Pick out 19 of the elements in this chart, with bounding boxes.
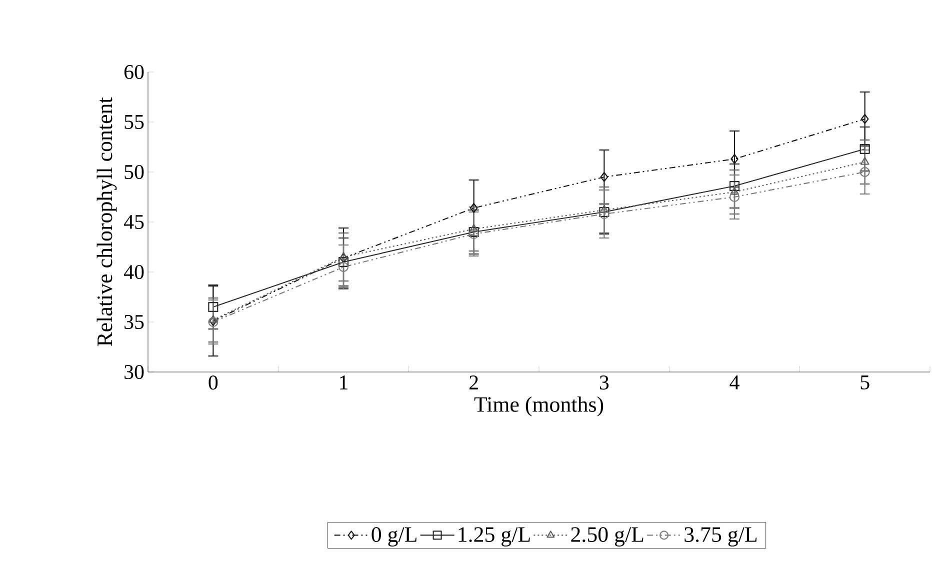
legend-label: 1.25 g/L (458, 527, 530, 546)
y-tick-label: 50 (124, 164, 144, 180)
y-tick-label: 40 (124, 264, 144, 280)
x-tick-label: 4 (730, 376, 740, 390)
legend-label: 0 g/L (372, 527, 416, 546)
y-tick-label: 55 (124, 115, 144, 129)
legend-label: 2.50 g/L (571, 527, 644, 546)
x-tick-label: 2 (470, 376, 478, 390)
x-tick-label: 5 (860, 376, 870, 390)
x-tick-label: 0 (208, 376, 218, 390)
x-tick-label: 3 (600, 376, 609, 390)
y-tick-label: 30 (124, 364, 144, 380)
x-tick-label: 1 (340, 376, 348, 390)
y-tick-label: 35 (124, 314, 144, 330)
y-tick-label: 60 (124, 64, 144, 80)
x-axis-title: Time (months) (474, 396, 604, 416)
y-axis-title: Relative chlorophyll content (96, 97, 117, 346)
legend-label: 3.75 g/L (684, 527, 757, 546)
y-tick-label: 45 (124, 215, 144, 229)
